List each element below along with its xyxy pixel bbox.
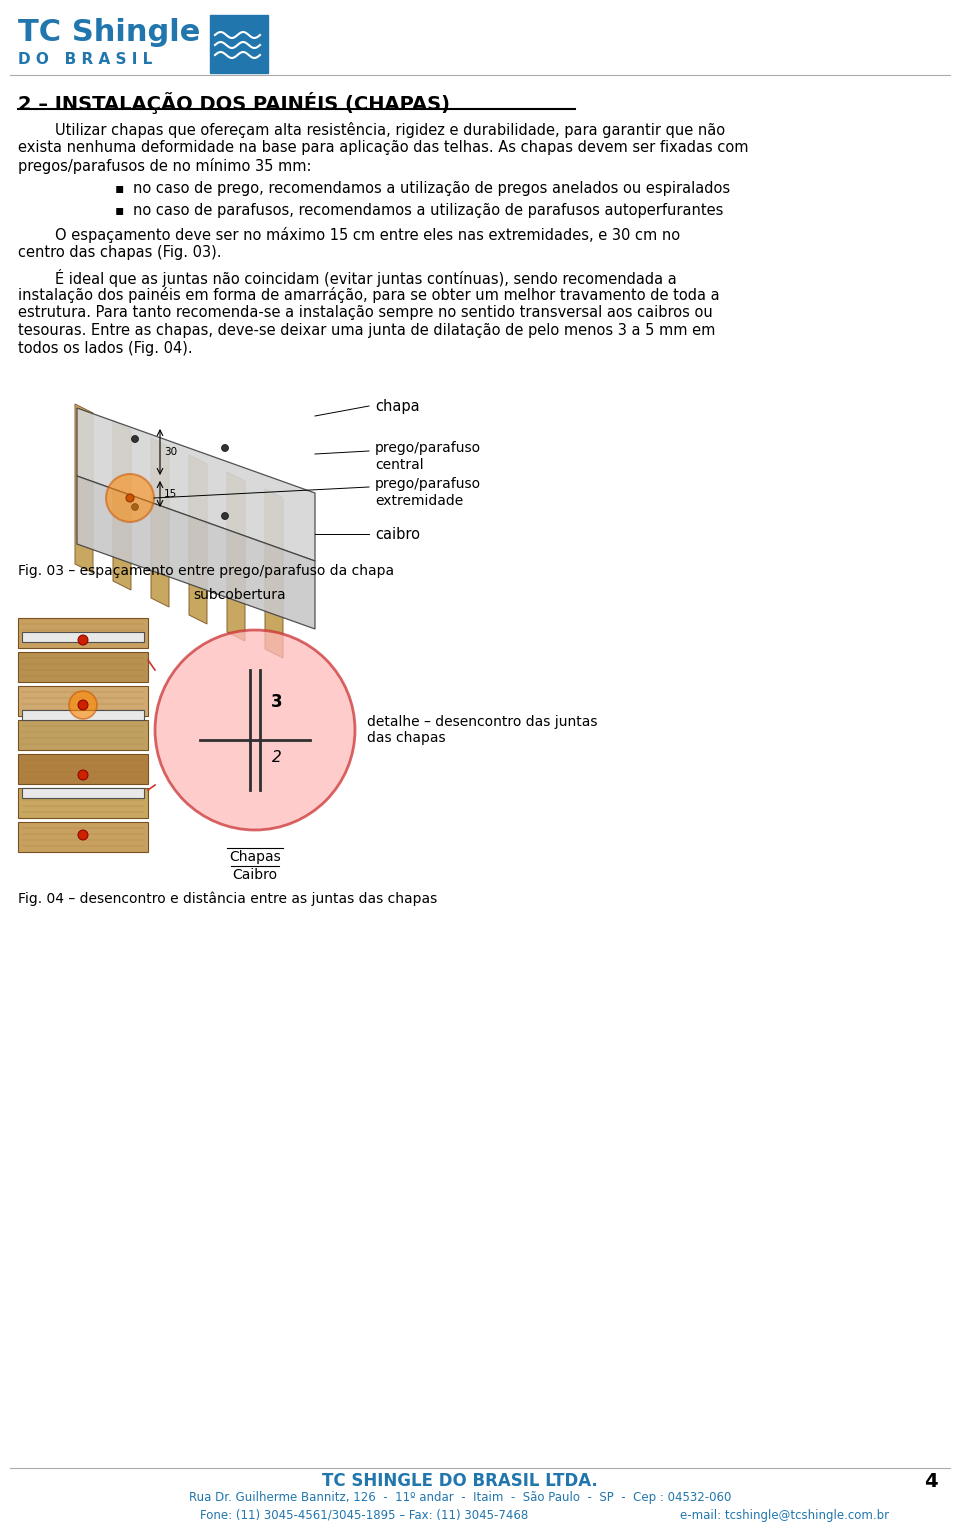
- Bar: [18, 720, 148, 751]
- Circle shape: [69, 691, 97, 718]
- Text: tesouras. Entre as chapas, deve-se deixar uma junta de dilatação de pelo menos 3: tesouras. Entre as chapas, deve-se deixa…: [18, 323, 715, 338]
- Text: Utilizar chapas que ofereçam alta resistência, rigidez e durabilidade, para gara: Utilizar chapas que ofereçam alta resist…: [18, 122, 725, 138]
- Bar: [18, 618, 148, 647]
- Text: 15: 15: [164, 489, 178, 498]
- Circle shape: [222, 444, 228, 452]
- Text: 2: 2: [272, 751, 282, 766]
- Bar: [18, 652, 148, 681]
- Text: TC Shingle: TC Shingle: [18, 18, 201, 48]
- Bar: [18, 787, 148, 818]
- Bar: [210, 15, 268, 72]
- Bar: [18, 821, 148, 852]
- Polygon shape: [77, 408, 315, 561]
- Text: pregos/parafusos de no mínimo 35 mm:: pregos/parafusos de no mínimo 35 mm:: [18, 158, 311, 174]
- Polygon shape: [265, 489, 283, 658]
- Text: Caibro: Caibro: [232, 867, 277, 881]
- Polygon shape: [113, 421, 131, 591]
- Text: estrutura. Para tanto recomenda-se a instalação sempre no sentido transversal ao: estrutura. Para tanto recomenda-se a ins…: [18, 305, 712, 320]
- Circle shape: [78, 831, 88, 840]
- Text: chapa: chapa: [375, 398, 420, 414]
- Text: instalação dos painéis em forma de amarráção, para se obter um melhor travamento: instalação dos painéis em forma de amarr…: [18, 288, 720, 303]
- Circle shape: [222, 512, 228, 520]
- Text: TC SHINGLE DO BRASIL LTDA.: TC SHINGLE DO BRASIL LTDA.: [323, 1472, 598, 1490]
- Bar: [18, 754, 148, 784]
- Bar: [22, 711, 144, 720]
- Bar: [22, 789, 144, 798]
- Text: ▪: ▪: [115, 181, 125, 195]
- Text: prego/parafuso
extremidade: prego/parafuso extremidade: [375, 477, 481, 508]
- Bar: [22, 632, 144, 641]
- Text: 30: 30: [164, 448, 178, 457]
- Text: Fig. 03 – espaçamento entre prego/parafuso da chapa: Fig. 03 – espaçamento entre prego/parafu…: [18, 564, 395, 578]
- Text: É ideal que as juntas não coincidam (evitar juntas contínuas), sendo recomendada: É ideal que as juntas não coincidam (evi…: [18, 269, 677, 288]
- Circle shape: [78, 635, 88, 644]
- Text: detalhe – desencontro das juntas
das chapas: detalhe – desencontro das juntas das cha…: [367, 715, 597, 746]
- Polygon shape: [75, 404, 93, 574]
- Text: centro das chapas (Fig. 03).: centro das chapas (Fig. 03).: [18, 245, 222, 260]
- Text: Fone: (11) 3045-4561/3045-1895 – Fax: (11) 3045-7468: Fone: (11) 3045-4561/3045-1895 – Fax: (1…: [200, 1509, 528, 1523]
- Text: Chapas: Chapas: [229, 851, 281, 864]
- Text: e-mail: tcshingle@tcshingle.com.br: e-mail: tcshingle@tcshingle.com.br: [680, 1509, 889, 1523]
- Text: todos os lados (Fig. 04).: todos os lados (Fig. 04).: [18, 341, 193, 355]
- Circle shape: [78, 771, 88, 780]
- Text: 2 – INSTALAÇÃO DOS PAINÉIS (CHAPAS): 2 – INSTALAÇÃO DOS PAINÉIS (CHAPAS): [18, 92, 450, 114]
- Text: no caso de prego, recomendamos a utilização de pregos anelados ou espiralados: no caso de prego, recomendamos a utiliza…: [133, 181, 731, 195]
- Polygon shape: [189, 455, 207, 624]
- Text: Rua Dr. Guilherme Bannitz, 126  -  11º andar  -  Itaim  -  São Paulo  -  SP  -  : Rua Dr. Guilherme Bannitz, 126 - 11º and…: [189, 1490, 732, 1504]
- Circle shape: [126, 494, 134, 501]
- Text: ▪: ▪: [115, 203, 125, 217]
- Text: subcobertura: subcobertura: [194, 588, 286, 601]
- Circle shape: [106, 474, 154, 521]
- Circle shape: [155, 631, 355, 831]
- Text: no caso de parafusos, recomendamos a utilização de parafusos autoperfurantes: no caso de parafusos, recomendamos a uti…: [133, 203, 724, 218]
- Text: Fig. 04 – desencontro e distância entre as juntas das chapas: Fig. 04 – desencontro e distância entre …: [18, 892, 437, 906]
- Text: D O   B R A S I L: D O B R A S I L: [18, 52, 153, 68]
- Text: caibro: caibro: [375, 528, 420, 541]
- Circle shape: [78, 700, 88, 711]
- Bar: [18, 686, 148, 717]
- Text: prego/parafuso
central: prego/parafuso central: [375, 441, 481, 472]
- Polygon shape: [227, 472, 245, 641]
- Text: O espaçamento deve ser no máximo 15 cm entre eles nas extremidades, e 30 cm no: O espaçamento deve ser no máximo 15 cm e…: [18, 228, 680, 243]
- Text: 4: 4: [924, 1472, 938, 1490]
- Text: 3: 3: [271, 694, 283, 711]
- Polygon shape: [77, 475, 315, 629]
- Text: exista nenhuma deformidade na base para aplicação das telhas. As chapas devem se: exista nenhuma deformidade na base para …: [18, 140, 749, 155]
- Circle shape: [132, 435, 138, 443]
- Polygon shape: [151, 438, 169, 608]
- Circle shape: [132, 503, 138, 511]
